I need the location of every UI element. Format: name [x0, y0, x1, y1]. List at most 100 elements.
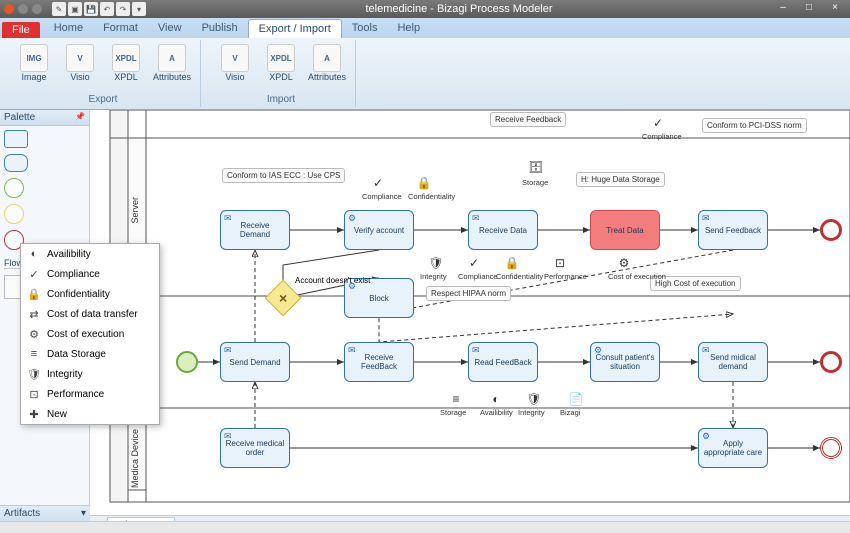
palette-event-1[interactable] — [4, 204, 24, 224]
task-label: Send midical demand — [703, 353, 763, 371]
artifact-context-menu: ◐ Availibility ✓ Compliance 🔒 Confidentiality… — [20, 243, 160, 425]
ribbon-import-visio[interactable]: VVisio — [213, 42, 257, 92]
file-tab[interactable]: File — [2, 22, 40, 38]
pin-icon[interactable]: 📌 — [75, 112, 85, 123]
event-end-1[interactable] — [820, 219, 842, 241]
context-item-availibility[interactable]: ◐ Availibility — [21, 244, 159, 264]
context-label: Confidentiality — [47, 289, 110, 300]
task-label: Read FeedBack — [474, 358, 531, 367]
artifact-compliance-4[interactable]: ✓ — [466, 256, 482, 272]
task-receive-feedback-dr[interactable]: ✉Receive FeedBack — [344, 342, 414, 382]
task-send-medical-demand[interactable]: ✉Send midical demand — [698, 342, 768, 382]
win-max[interactable]: □ — [798, 2, 820, 16]
task-apply-care[interactable]: ⚙Apply appropriate care — [698, 428, 768, 468]
ribbon-export-visio[interactable]: VVisio — [58, 42, 102, 92]
ubuntu-max-dot[interactable] — [32, 4, 42, 14]
artifact-bizagi-11[interactable]: 📄 — [568, 392, 584, 408]
task-verify-account[interactable]: ⚙Verify account — [344, 210, 414, 250]
context-item-data-storage[interactable]: ≡Data Storage — [21, 344, 159, 364]
task-send-feedback[interactable]: ✉Send Feedback — [698, 210, 768, 250]
ubuntu-close-dot[interactable] — [4, 4, 14, 14]
task-send-demand[interactable]: ✉Send Demand — [220, 342, 290, 382]
context-icon: ≡ — [27, 347, 41, 361]
win-min[interactable]: – — [772, 2, 794, 16]
context-icon: ✓ — [27, 267, 41, 281]
context-icon: ✚ — [27, 407, 41, 421]
context-label: Compliance — [47, 269, 100, 280]
context-icon: 🔒 — [27, 287, 41, 301]
event-end-2[interactable] — [820, 351, 842, 373]
ribbon-export-xpdl[interactable]: XPDLXPDL — [104, 42, 148, 92]
artifact-integrity-3[interactable]: 🛡 — [428, 256, 444, 272]
menu-tab-help[interactable]: Help — [387, 19, 430, 38]
event-start-0[interactable] — [176, 351, 198, 373]
lane-label-server: Server — [130, 197, 140, 224]
ribbon-import-xpdl[interactable]: XPDLXPDL — [259, 42, 303, 92]
artifact-storage-8[interactable]: ≡ — [448, 392, 464, 408]
data-store-0[interactable]: 🗄 — [528, 160, 544, 176]
artifacts-expand-icon[interactable]: ▾ — [81, 508, 86, 519]
quick-access-2[interactable]: 💾 — [84, 2, 98, 16]
task-type-icon: ✉ — [224, 345, 232, 356]
task-read-feedback[interactable]: ✉Read FeedBack — [468, 342, 538, 382]
artifact-cost-of-execution-7[interactable]: ⚙ — [616, 256, 632, 272]
task-label: Receive Demand — [225, 221, 285, 239]
context-label: Availibility — [47, 249, 91, 260]
task-label: Verify account — [354, 226, 404, 235]
annotation-5: Respect HIPAA norm — [426, 286, 511, 301]
menu-tab-publish[interactable]: Publish — [192, 19, 248, 38]
context-item-compliance[interactable]: ✓ Compliance — [21, 264, 159, 284]
artifact-label: Bizagi — [560, 408, 580, 417]
task-receive-data[interactable]: ✉Receive Data — [468, 210, 538, 250]
artifact-confidentiality-1[interactable]: 🔒 — [416, 176, 432, 192]
context-item-cost-of-execution[interactable]: ⚙Cost of execution — [21, 324, 159, 344]
ribbon-export-attributes[interactable]: AAttributes — [150, 42, 194, 92]
task-label: Treat Data — [606, 226, 644, 235]
artifact-integrity-10[interactable]: 🛡 — [526, 392, 542, 408]
artifact-label: Confidentiality — [496, 272, 543, 281]
context-icon: 🛡 — [27, 367, 41, 381]
artifact-availibility-9[interactable]: ◐ — [488, 392, 504, 408]
context-item-performance[interactable]: ⊡Performance — [21, 384, 159, 404]
task-type-icon: ✉ — [224, 213, 232, 224]
task-consult[interactable]: ⚙Consult patient's situation — [590, 342, 660, 382]
artifact-label: Compliance — [642, 132, 682, 141]
task-receive-medical-order[interactable]: ✉Receive medical order — [220, 428, 290, 468]
annotation-2: Conform to IAS ECC : Use CPS — [222, 168, 345, 183]
artifact-compliance-2[interactable]: ✓ — [650, 116, 666, 132]
artifact-label: Cost of execution — [608, 272, 666, 281]
ribbon-import-attributes[interactable]: AAttributes — [305, 42, 349, 92]
task-receive-demand[interactable]: ✉Receive Demand — [220, 210, 290, 250]
event-endthick-3[interactable] — [820, 437, 842, 459]
ribbon-export-image[interactable]: IMGImage — [12, 42, 56, 92]
quick-access-5[interactable]: ▾ — [132, 2, 146, 16]
quick-access-4[interactable]: ↷ — [116, 2, 130, 16]
context-item-integrity[interactable]: 🛡Integrity — [21, 364, 159, 384]
artifact-performance-6[interactable]: ⊡ — [552, 256, 568, 272]
menu-tab-tools[interactable]: Tools — [342, 19, 388, 38]
ribbon-group-label: Import — [213, 92, 349, 105]
window-title: telemedicine - Bizagi Process Modeler — [150, 3, 768, 15]
ubuntu-min-dot[interactable] — [18, 4, 28, 14]
palette-subprocess-shape[interactable] — [4, 154, 28, 172]
artifact-compliance-0[interactable]: ✓ — [370, 176, 386, 192]
menu-tab-format[interactable]: Format — [93, 19, 148, 38]
context-item-new[interactable]: ✚New — [21, 404, 159, 424]
palette-event-0[interactable] — [4, 178, 24, 198]
context-icon: ◐ — [27, 247, 41, 261]
menu-tab-view[interactable]: View — [148, 19, 192, 38]
context-item-cost-of-data-transfer[interactable]: ⇄Cost of data transfer — [21, 304, 159, 324]
task-type-icon: ✉ — [224, 431, 232, 442]
context-item-confidentiality[interactable]: 🔒 Confidentiality — [21, 284, 159, 304]
quick-access-0[interactable]: ✎ — [52, 2, 66, 16]
quick-access-1[interactable]: ▣ — [68, 2, 82, 16]
palette-task-shape[interactable] — [4, 130, 28, 148]
menu-tab-home[interactable]: Home — [44, 19, 93, 38]
canvas[interactable]: ServerDoctorMedica Device✉Receive Demand… — [90, 110, 850, 521]
artifact-confidentiality-5[interactable]: 🔒 — [504, 256, 520, 272]
win-close[interactable]: × — [824, 2, 846, 16]
menu-tab-export-import[interactable]: Export / Import — [248, 19, 342, 38]
quick-access-3[interactable]: ↶ — [100, 2, 114, 16]
task-label: Consult patient's situation — [595, 353, 655, 371]
task-treat-data[interactable]: Treat Data — [590, 210, 660, 250]
